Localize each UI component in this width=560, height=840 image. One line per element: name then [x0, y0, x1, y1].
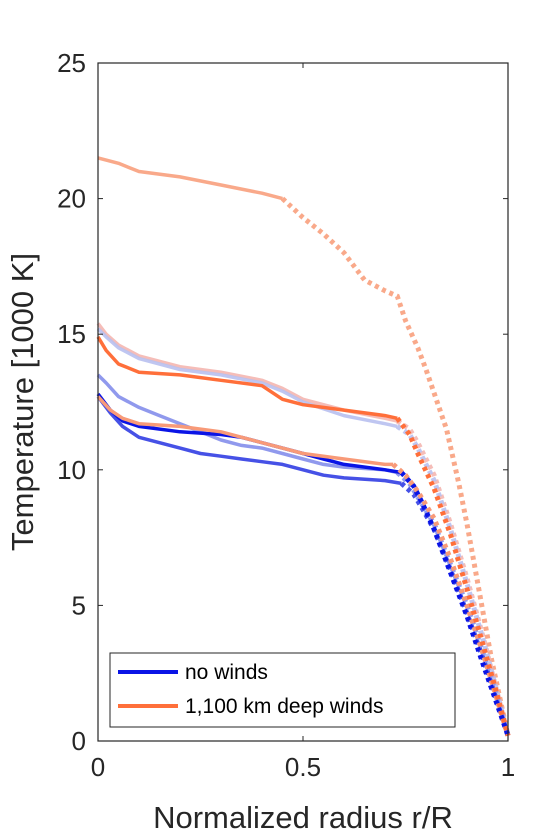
series-layer — [96, 156, 511, 737]
x-tick-label: 1 — [501, 752, 515, 782]
legend-label-deep-winds: 1,100 km deep winds — [185, 695, 383, 718]
series-7-solid-line — [96, 335, 398, 421]
y-tick-label: 5 — [72, 590, 86, 620]
series-2-dotted-line — [395, 424, 511, 737]
legend-box — [109, 652, 456, 728]
y-tick-label: 15 — [57, 319, 86, 349]
series-0-solid-line — [97, 156, 283, 201]
series-0-dotted-line — [280, 196, 511, 737]
series-3-dotted-line — [395, 470, 511, 737]
legend: no winds 1,100 km deep winds — [109, 652, 456, 728]
series-2-solid-line — [96, 327, 398, 429]
y-tick-label: 10 — [57, 455, 86, 485]
series-4-solid-line — [96, 395, 402, 486]
legend-label-no-winds: no winds — [185, 661, 268, 684]
series-3-solid-line — [96, 373, 398, 475]
series-6-solid-line — [96, 395, 394, 467]
y-tick-label: 0 — [72, 726, 86, 756]
series-7-dotted-line — [395, 416, 511, 737]
y-tick-label: 25 — [57, 48, 86, 78]
y-axis-label: Temperature [1000 K] — [5, 253, 40, 551]
y-tick-label: 20 — [57, 184, 86, 214]
x-tick-label: 0.5 — [285, 752, 321, 782]
x-axis-label: Normalized radius r/R — [153, 800, 453, 835]
x-tick-label: 0 — [91, 752, 105, 782]
